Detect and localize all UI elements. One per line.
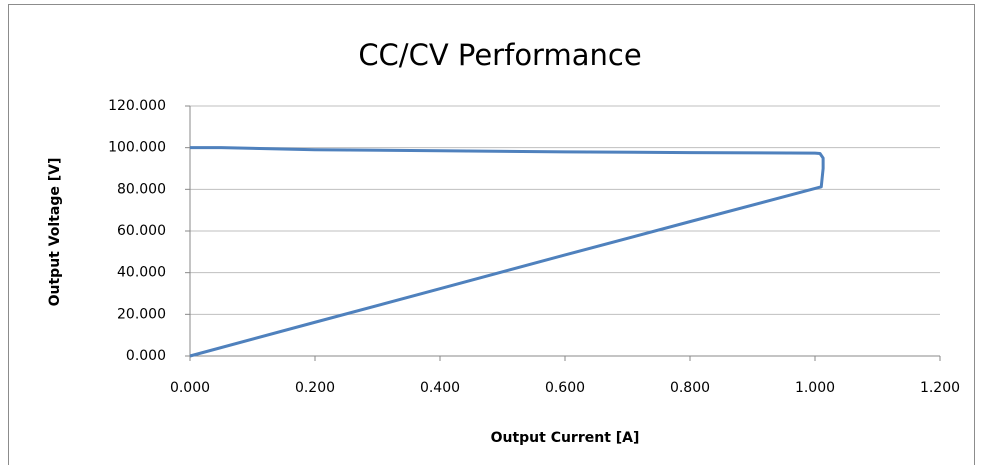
chart-title: CC/CV Performance <box>358 38 641 72</box>
y-tick-label: 100.000 <box>108 140 166 156</box>
y-tick-label: 60.000 <box>117 223 166 239</box>
y-axis-label: Output Voltage [V] <box>47 158 63 307</box>
x-tick-label: 0.000 <box>170 380 210 396</box>
y-tick-label: 80.000 <box>117 181 166 197</box>
x-tick-label: 0.600 <box>545 380 585 396</box>
chart-frame <box>8 4 975 465</box>
y-tick-label: 20.000 <box>117 306 166 322</box>
x-tick-label: 1.000 <box>795 380 835 396</box>
y-tick-label: 0.000 <box>126 348 166 364</box>
x-tick-label: 0.200 <box>295 380 335 396</box>
y-tick-label: 40.000 <box>117 265 166 281</box>
x-tick-label: 1.200 <box>920 380 960 396</box>
data-line <box>189 146 825 358</box>
x-tick-label: 0.400 <box>420 380 460 396</box>
y-tick-label: 120.000 <box>108 98 166 114</box>
x-tick-label: 0.800 <box>670 380 710 396</box>
x-axis-label: Output Current [A] <box>491 430 640 446</box>
